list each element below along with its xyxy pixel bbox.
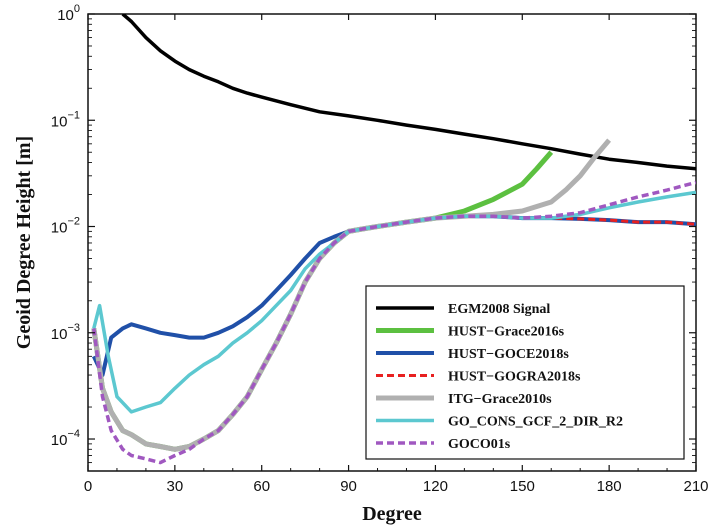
x-axis-label: Degree	[362, 503, 422, 525]
y-axis-label: Geoid Degree Height [m]	[13, 136, 35, 349]
x-tick-label: 210	[683, 478, 708, 495]
x-tick-label: 150	[510, 478, 535, 495]
y-tick-label: 10−2	[51, 216, 80, 237]
x-tick-label: 90	[340, 478, 357, 495]
legend-box	[365, 285, 685, 460]
y-tick-label: 10−3	[51, 322, 80, 343]
legend: EGM2008 Signal HUST−Grace2016s HUST−GOCE20…	[365, 285, 685, 460]
legend-entry: HUST−Grace2016s	[448, 325, 565, 340]
ticks-layer: 0 30 60 90 120 150 180 210 10−4 10−3 10−2 10−1 100	[51, 3, 709, 495]
legend-entry: EGM2008 Signal	[448, 302, 550, 317]
x-tick-label: 60	[253, 478, 270, 495]
series-layer	[91, 14, 696, 465]
legend-entry: GO_CONS_GCF_2_DIR_R2	[448, 415, 623, 430]
plot-area-frame	[87, 13, 697, 472]
x-tick-label: 30	[167, 478, 184, 495]
y-tick-label: 10−4	[51, 428, 80, 449]
legend-entry: GOCO01s	[448, 437, 511, 452]
legend-entry: ITG−Grace2010s	[448, 392, 552, 407]
series-line-6	[92, 180, 696, 465]
series-line-5	[92, 190, 696, 414]
x-tick-label: 0	[84, 478, 92, 495]
y-tick-label: 100	[57, 3, 80, 24]
legend-entry: HUST−GOCE2018s	[448, 347, 569, 362]
y-tick-label: 10−1	[51, 109, 80, 130]
legend-entry: HUST−GOGRA2018s	[448, 370, 581, 385]
series-line-0	[121, 14, 696, 171]
x-tick-label: 120	[423, 478, 448, 495]
x-tick-label: 180	[597, 478, 622, 495]
